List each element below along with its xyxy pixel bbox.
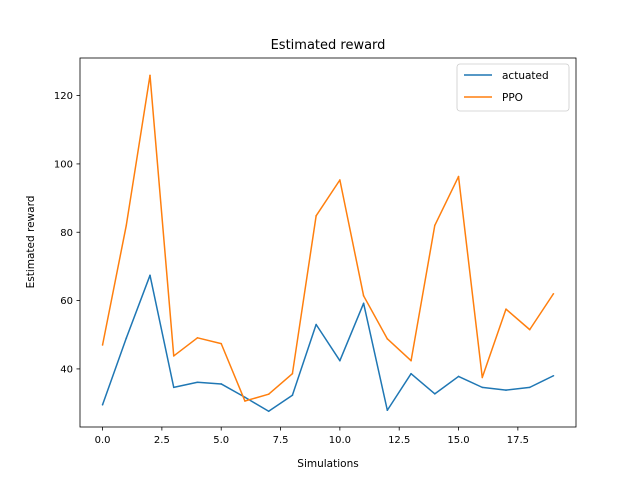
data-point-actuated (244, 396, 246, 399)
data-point-ppo (315, 215, 317, 217)
series-lines (101, 74, 555, 413)
y-axis-ticks: 40 60 80 100 120 (54, 91, 80, 375)
data-point-ppo (505, 308, 507, 310)
x-axis-label: Simulations (297, 458, 358, 470)
data-point-ppo (457, 175, 460, 178)
data-point-actuated (220, 383, 223, 385)
data-point-actuated (433, 393, 436, 395)
data-point-ppo (362, 295, 365, 297)
x-tick-label: 7.5 (273, 435, 289, 446)
data-point-actuated (410, 372, 412, 375)
data-point-actuated (125, 337, 128, 339)
y-axis-label: Estimated reward (25, 196, 37, 289)
data-point-ppo (410, 359, 412, 362)
data-point-ppo (149, 74, 151, 77)
data-point-ppo (339, 179, 341, 181)
x-tick-label: 10.0 (329, 435, 351, 446)
x-tick-label: 17.5 (507, 435, 529, 446)
data-point-actuated (505, 389, 507, 391)
x-tick-label: 0.0 (95, 435, 111, 446)
data-point-actuated (362, 302, 365, 305)
x-axis-ticks: 0.0 2.5 5.0 7.5 10.0 12.5 15.0 17.5 (95, 427, 529, 446)
data-point-actuated (291, 394, 294, 397)
y-tick-label: 100 (54, 159, 73, 170)
data-point-ppo (125, 224, 128, 227)
data-point-ppo (552, 292, 555, 295)
data-point-actuated (101, 403, 104, 406)
data-point-actuated (339, 359, 341, 362)
data-point-ppo (101, 344, 104, 346)
data-point-ppo (291, 372, 294, 375)
data-point-actuated (315, 323, 317, 326)
legend-label-actuated: actuated (502, 70, 549, 82)
y-tick-label: 80 (60, 228, 73, 239)
x-tick-label: 2.5 (154, 435, 170, 446)
data-point-ppo (481, 376, 484, 379)
y-tick-label: 40 (60, 364, 73, 375)
data-point-actuated (552, 374, 555, 377)
series-line-actuated (101, 274, 554, 413)
data-point-ppo (220, 342, 223, 345)
legend: actuated PPO (456, 63, 570, 112)
x-tick-label: 5.0 (213, 435, 229, 446)
data-point-actuated (149, 274, 151, 277)
data-point-ppo (386, 338, 389, 340)
data-point-ppo (172, 355, 175, 357)
legend-label-ppo: PPO (502, 92, 523, 104)
plot-frame (79, 57, 577, 428)
data-point-ppo (528, 328, 531, 331)
data-point-actuated (481, 386, 484, 389)
data-point-actuated (386, 409, 389, 412)
x-tick-label: 12.5 (388, 435, 410, 446)
data-point-actuated (457, 375, 460, 378)
data-point-actuated (196, 381, 199, 384)
data-point-ppo (244, 400, 246, 402)
data-point-actuated (172, 386, 175, 389)
data-point-ppo (196, 337, 199, 339)
chart-title: Estimated reward (271, 38, 386, 53)
data-point-ppo (433, 224, 436, 227)
series-line-ppo (101, 74, 555, 402)
data-point-actuated (267, 410, 270, 413)
data-point-ppo (267, 393, 270, 396)
data-point-actuated (528, 386, 531, 389)
x-tick-label: 15.0 (447, 435, 469, 446)
y-tick-label: 120 (54, 91, 73, 102)
y-tick-label: 60 (60, 296, 73, 307)
